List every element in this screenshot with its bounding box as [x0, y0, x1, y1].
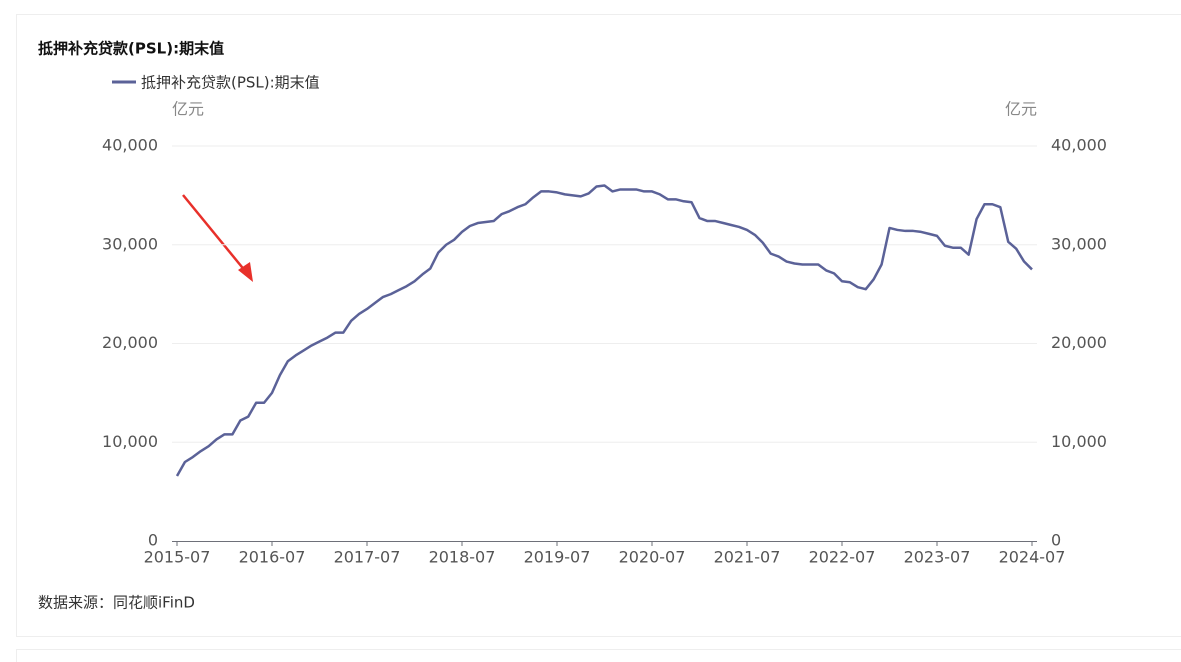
x-tick-label: 2024-07 [999, 548, 1066, 567]
annotation-arrow [182, 194, 253, 282]
x-tick-label: 2020-07 [619, 548, 686, 567]
chart-title: 抵押补充贷款(PSL):期末值 [38, 40, 224, 58]
x-tick-label: 2021-07 [714, 548, 781, 567]
source: 数据来源：同花顺iFinD [38, 594, 195, 612]
y-tick-label: 30,000 [102, 234, 158, 253]
x-tick-label: 2016-07 [239, 548, 306, 567]
y2-tick-label: 40,000 [1051, 136, 1107, 155]
data-line [175, 184, 1033, 477]
y-tick-label: 20,000 [102, 333, 158, 352]
y-tick-label: 40,000 [102, 136, 158, 155]
x-tick-label: 2023-07 [904, 548, 971, 567]
x-tick-label: 2022-07 [809, 548, 876, 567]
x-tick-label: 2019-07 [524, 548, 591, 567]
y-tick-label: 10,000 [102, 432, 158, 451]
y-tick-label: 0 [148, 531, 158, 550]
x-tick-label: 2015-07 [144, 548, 211, 567]
y2-tick-label: 0 [1051, 531, 1061, 550]
x-tick-label: 2018-07 [429, 548, 496, 567]
card [16, 14, 1181, 637]
y2-tick-label: 20,000 [1051, 333, 1107, 352]
y2-tick-label: 30,000 [1051, 234, 1107, 253]
y-unit: 亿元 [172, 100, 204, 119]
legend-label: 抵押补充贷款(PSL):期末值 [141, 74, 320, 92]
x-tick-label: 2017-07 [334, 548, 401, 567]
y2-unit: 亿元 [1005, 100, 1037, 119]
next-card [16, 649, 1181, 662]
y2-tick-label: 10,000 [1051, 432, 1107, 451]
